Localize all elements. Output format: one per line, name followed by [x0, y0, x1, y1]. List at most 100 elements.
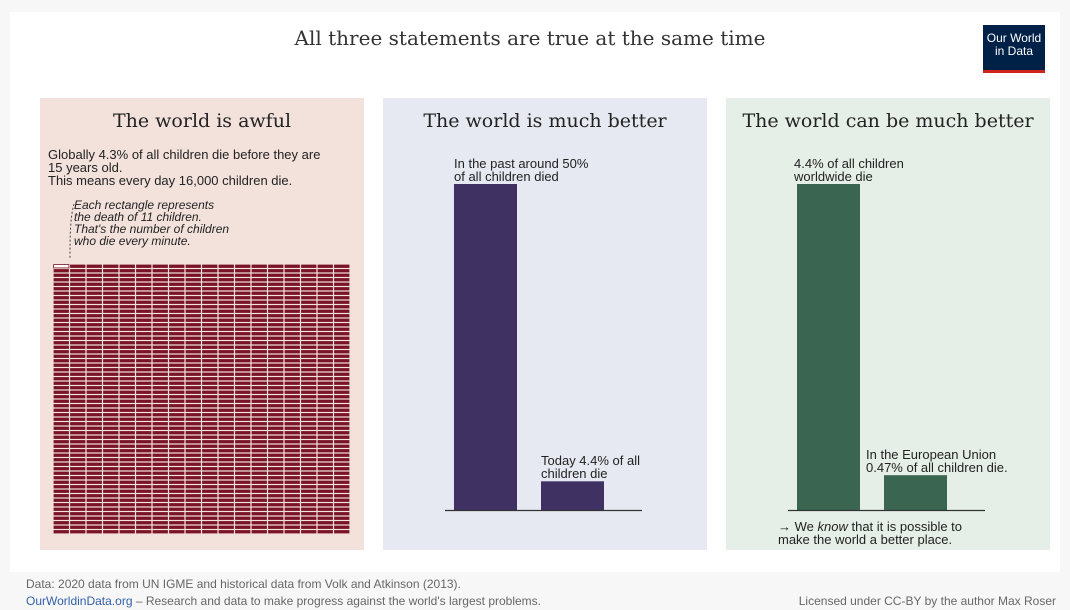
unit-rectangle — [103, 287, 119, 291]
unit-rectangle — [268, 332, 284, 336]
unit-rectangle — [185, 278, 201, 282]
unit-rectangle — [251, 417, 267, 421]
unit-rectangle — [218, 377, 234, 381]
unit-rectangle — [70, 291, 86, 295]
unit-rectangle — [251, 264, 267, 268]
unit-rectangle — [86, 453, 102, 457]
unit-rectangle — [53, 264, 70, 269]
unit-rectangle — [119, 494, 135, 498]
unit-rectangle — [70, 458, 86, 462]
unit-rectangle — [119, 332, 135, 336]
unit-rectangle — [284, 485, 300, 489]
site-link[interactable]: OurWorldinData.org — [26, 594, 133, 608]
unit-rectangle — [218, 467, 234, 471]
unit-rectangle — [317, 521, 333, 525]
unit-rectangle — [218, 512, 234, 516]
unit-rectangle — [169, 489, 185, 493]
unit-rectangle — [317, 471, 333, 475]
unit-rectangle — [317, 440, 333, 444]
unit-rectangle — [301, 512, 317, 516]
note-pre: → We — [778, 519, 818, 534]
unit-rectangle — [284, 363, 300, 367]
unit-rectangle — [185, 386, 201, 390]
unit-rectangle — [251, 296, 267, 300]
unit-rectangle — [202, 300, 218, 304]
unit-rectangle — [53, 435, 69, 439]
unit-rectangle — [251, 512, 267, 516]
unit-rectangle — [152, 269, 168, 273]
unit-rectangle — [53, 471, 69, 475]
unit-rectangle — [136, 476, 152, 480]
unit-rectangle — [169, 498, 185, 502]
unit-rectangle — [251, 395, 267, 399]
unit-rectangle — [218, 354, 234, 358]
unit-rectangle — [119, 525, 135, 529]
unit-rectangle — [103, 422, 119, 426]
unit-rectangle — [103, 318, 119, 322]
unit-rectangle — [169, 323, 185, 327]
possible-note: → We know that it is possible to make th… — [778, 520, 962, 546]
unit-rectangle — [235, 372, 251, 376]
unit-rectangle — [334, 287, 350, 291]
unit-rectangle — [218, 507, 234, 511]
unit-rectangle — [119, 498, 135, 502]
unit-rectangle — [301, 399, 317, 403]
unit-rectangle — [268, 399, 284, 403]
unit-rectangle — [185, 471, 201, 475]
unit-rectangle — [169, 291, 185, 295]
owid-logo[interactable]: Our World in Data — [983, 25, 1045, 73]
unit-rectangle — [268, 350, 284, 354]
unit-rectangle — [152, 327, 168, 331]
unit-rectangle — [169, 417, 185, 421]
unit-rectangle — [202, 471, 218, 475]
unit-rectangle — [284, 512, 300, 516]
unit-rectangle — [185, 399, 201, 403]
unit-rectangle — [284, 287, 300, 291]
unit-rectangle — [317, 503, 333, 507]
unit-rectangle — [235, 525, 251, 529]
unit-rectangle — [103, 530, 119, 534]
unit-rectangle — [70, 323, 86, 327]
unit-rectangle — [301, 516, 317, 520]
unit-rectangle — [218, 489, 234, 493]
unit-rectangle — [119, 282, 135, 286]
unit-rectangle — [152, 476, 168, 480]
unit-grid-background — [53, 264, 350, 534]
unit-rectangle — [202, 309, 218, 313]
unit-rectangle — [53, 404, 69, 408]
unit-rectangle — [169, 278, 185, 282]
unit-rectangle — [268, 404, 284, 408]
unit-rectangle — [284, 404, 300, 408]
unit-rectangle — [136, 269, 152, 273]
unit-rectangle — [136, 372, 152, 376]
unit-rectangle — [185, 485, 201, 489]
panel-title-much-better: The world is much better — [423, 110, 667, 132]
unit-rectangle — [317, 462, 333, 466]
unit-rectangle — [317, 287, 333, 291]
unit-rectangle — [169, 327, 185, 331]
unit-rectangle — [301, 314, 317, 318]
unit-rectangle — [251, 476, 267, 480]
unit-rectangle — [103, 345, 119, 349]
unit-rectangle — [53, 386, 69, 390]
unit-rectangle — [119, 291, 135, 295]
unit-rectangle — [53, 431, 69, 435]
unit-rectangle — [103, 444, 119, 448]
unit-rectangle — [268, 377, 284, 381]
unit-rectangle — [235, 516, 251, 520]
unit-rectangle — [53, 300, 69, 304]
unit-rectangle — [53, 314, 69, 318]
unit-rectangle — [136, 494, 152, 498]
unit-rectangle — [103, 485, 119, 489]
unit-rectangle — [218, 282, 234, 286]
unit-rectangle — [251, 278, 267, 282]
unit-rectangle — [317, 480, 333, 484]
unit-rectangle — [152, 494, 168, 498]
unit-rectangle — [169, 440, 185, 444]
unit-rectangle — [103, 264, 119, 268]
unit-rectangle — [301, 345, 317, 349]
unit-rectangle — [251, 525, 267, 529]
unit-rectangle — [103, 453, 119, 457]
unit-rectangle — [185, 480, 201, 484]
unit-rectangle — [268, 386, 284, 390]
